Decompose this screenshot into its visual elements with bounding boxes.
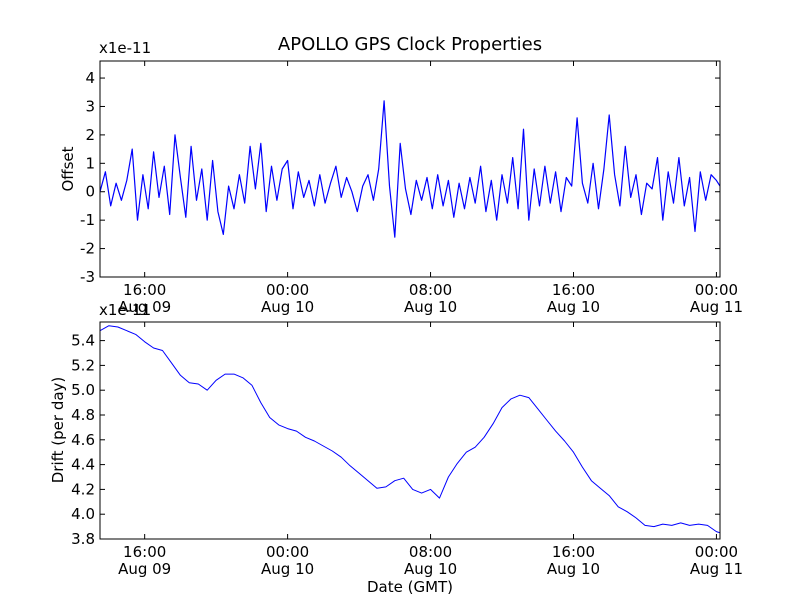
offset-y-axis-label: Offset xyxy=(59,146,77,191)
offset-plot-area xyxy=(100,61,720,277)
offset-xtick-date-label: Aug 10 xyxy=(404,298,457,316)
offset-xtick-date-label: Aug 11 xyxy=(690,298,743,316)
drift-ytick-label: 5.2 xyxy=(71,356,95,374)
drift-xtick-time-label: 00:00 xyxy=(695,543,738,561)
offset-ytick-label: 1 xyxy=(85,154,95,172)
drift-xtick-date-label: Aug 10 xyxy=(261,560,314,578)
offset-xtick-time-label: 00:00 xyxy=(266,281,309,299)
offset-ytick-label: -2 xyxy=(80,240,95,258)
drift-ytick-label: 4.2 xyxy=(71,480,95,498)
drift-plot-area xyxy=(100,322,720,539)
offset-xtick-time-label: 08:00 xyxy=(409,281,452,299)
offset-xtick-time-label: 16:00 xyxy=(123,281,166,299)
offset-xtick-date-label: Aug 09 xyxy=(118,298,171,316)
offset-ytick-label: 4 xyxy=(85,69,95,87)
offset-xtick-time-label: 00:00 xyxy=(695,281,738,299)
offset-ytick-label: -3 xyxy=(80,268,95,286)
offset-series-line xyxy=(100,100,720,238)
drift-xtick-time-label: 08:00 xyxy=(409,543,452,561)
drift-ytick-label: 4.6 xyxy=(71,431,95,449)
drift-x-axis-label: Date (GMT) xyxy=(367,578,453,596)
drift-y-axis-label: Drift (per day) xyxy=(49,377,67,484)
drift-ytick-label: 4.8 xyxy=(71,406,95,424)
drift-plot-frame xyxy=(99,321,721,540)
drift-xtick-date-label: Aug 10 xyxy=(404,560,457,578)
drift-ytick-label: 5.4 xyxy=(71,332,95,350)
offset-series-group xyxy=(100,100,720,238)
drift-xtick-time-label: 16:00 xyxy=(552,543,595,561)
drift-multiplier: x1e-11 xyxy=(99,301,151,319)
offset-multiplier: x1e-11 xyxy=(99,39,151,57)
offset-xtick-time-label: 16:00 xyxy=(552,281,595,299)
offset-ytick-label: 2 xyxy=(85,126,95,144)
drift-xtick-date-label: Aug 09 xyxy=(118,560,171,578)
offset-ytick-label: 3 xyxy=(85,97,95,115)
offset-ytick-label: 0 xyxy=(85,183,95,201)
offset-ytick-label: -1 xyxy=(80,211,95,229)
offset-xtick-date-label: Aug 10 xyxy=(261,298,314,316)
drift-xtick-date-label: Aug 11 xyxy=(690,560,743,578)
chart-title: APOLLO GPS Clock Properties xyxy=(278,34,542,55)
drift-xtick-time-label: 00:00 xyxy=(266,543,309,561)
offset-plot-frame xyxy=(99,60,721,278)
drift-ytick-label: 4.0 xyxy=(71,505,95,523)
drift-series-line xyxy=(100,325,720,534)
drift-xtick-time-label: 16:00 xyxy=(123,543,166,561)
drift-ytick-label: 4.4 xyxy=(71,456,95,474)
drift-xtick-date-label: Aug 10 xyxy=(547,560,600,578)
drift-series-group xyxy=(100,325,720,534)
offset-xtick-date-label: Aug 10 xyxy=(547,298,600,316)
drift-ytick-label: 5.0 xyxy=(71,381,95,399)
drift-ytick-label: 3.8 xyxy=(71,530,95,548)
